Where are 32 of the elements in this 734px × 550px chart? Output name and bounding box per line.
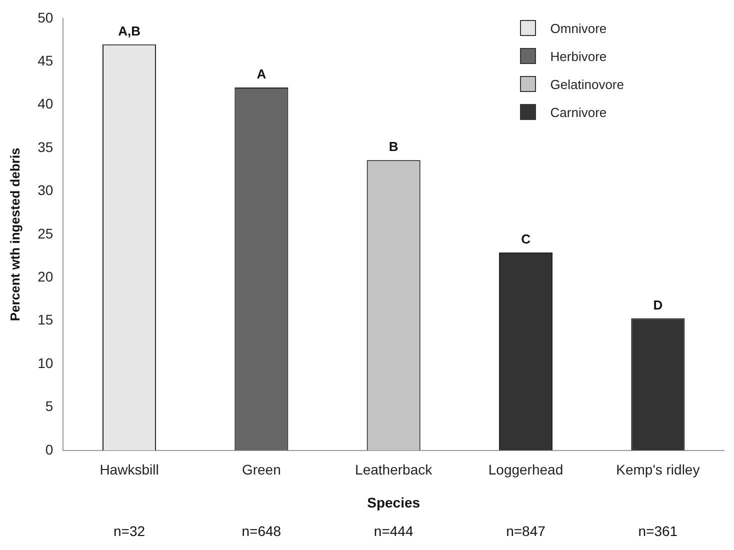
annotation: D (653, 297, 663, 312)
y-tick-label: 5 (45, 398, 54, 414)
y-tick-label: 25 (38, 225, 54, 242)
x-tick-label: Hawksbill (100, 462, 159, 478)
text: n=444 (374, 522, 414, 539)
legend-label: Carnivore (550, 104, 607, 120)
legend-label: Omnivore (550, 20, 607, 36)
legend-label: Gelatinovore (550, 76, 624, 92)
annotation: A (256, 66, 267, 82)
x-axis-title: Species (367, 494, 420, 510)
text: n=847 (506, 522, 546, 539)
annotation: C (521, 232, 532, 247)
y-tick-label: 15 (38, 312, 54, 328)
y-tick-label: 35 (38, 138, 54, 155)
text: n=361 (638, 522, 678, 539)
annotation: A,B (118, 23, 140, 38)
x-tick-label: Green (242, 462, 281, 478)
x-tick-label: Loggerhead (488, 462, 564, 478)
y-tick-label: 20 (38, 268, 54, 284)
x-tick-label: Leatherback (355, 462, 434, 478)
annotation: B (388, 139, 398, 154)
y-tick-label: 10 (38, 354, 54, 371)
y-tick-label: 40 (38, 96, 54, 112)
text: n=32 (113, 522, 146, 539)
y-tick-label: 0 (45, 441, 54, 458)
x-tick-label: Kemp's ridley (616, 462, 700, 478)
y-axis-title: Percent wth ingested debris (7, 148, 22, 322)
legend-label: Herbivore (550, 48, 607, 64)
text: n=648 (242, 522, 282, 539)
y-tick-label: 50 (38, 9, 54, 26)
y-tick-label: 30 (38, 182, 54, 198)
y-tick-label: 45 (38, 52, 54, 68)
